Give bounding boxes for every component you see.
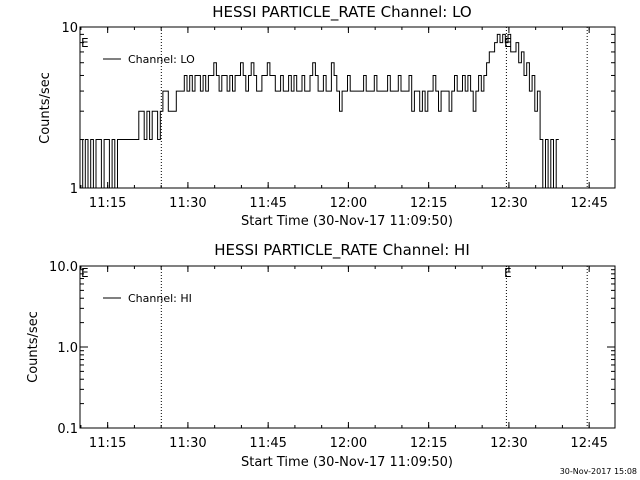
legend-label-lo: Channel: LO [128,53,195,66]
x-ticks-lo: 11:15 11:30 11:45 12:00 12:15 12:30 12:45 [80,27,608,211]
x-ticks-hi: 11:15 11:30 11:45 12:00 12:15 12:30 12:45 [80,266,608,451]
event-lines-lo [160,27,588,188]
x-tick-label-hi: 12:30 [490,436,527,451]
event-lines-hi [160,266,588,428]
e-marker-lo-1: E [81,36,89,50]
x-tick-label-hi: 12:45 [570,436,607,451]
x-axis-label-hi: Start Time (30-Nov-17 11:09:50) [241,455,453,470]
y-tick-label-hi: 10.0 [49,260,78,275]
y-tick-label-lo: 10 [61,21,78,36]
plot-frame-lo [79,26,616,189]
chart-title-hi: HESSI PARTICLE_RATE Channel: HI [214,241,470,260]
x-axis-label-lo: Start Time (30-Nov-17 11:09:50) [241,214,453,229]
x-tick-label-lo: 11:45 [249,196,286,211]
x-tick-label-lo: 12:45 [570,196,607,211]
panel-hi: HESSI PARTICLE_RATE Channel: HI Counts/s… [26,241,616,470]
series-group-lo [80,33,559,189]
y-axis-label-lo: Counts/sec [38,72,53,144]
y-tick-label-hi: 0.1 [57,422,78,437]
x-tick-label-lo: 12:30 [490,196,527,211]
series-line-lo [80,33,559,189]
y-ticks-hi: 0.1 1.0 10.0 [49,260,615,437]
y-tick-label-lo: 1 [70,182,78,197]
footer-timestamp: 30-Nov-2017 15:08 [560,467,637,476]
plot-frame-hi [79,265,616,429]
x-tick-label-hi: 11:15 [89,436,126,451]
x-tick-label-lo: 12:00 [330,196,367,211]
y-ticks-lo: 1 10 [61,21,615,197]
x-tick-label-lo: 11:30 [169,196,206,211]
x-tick-label-lo: 12:15 [410,196,447,211]
y-tick-label-hi: 1.0 [57,341,78,356]
x-tick-label-lo: 11:15 [89,196,126,211]
chart-title-lo: HESSI PARTICLE_RATE Channel: LO [212,3,471,22]
x-tick-label-hi: 11:45 [249,436,286,451]
y-axis-label-hi: Counts/sec [26,311,41,383]
e-marker-hi-1: E [81,266,89,280]
e-marker-hi-2: E [504,266,512,280]
x-tick-label-hi: 11:30 [169,436,206,451]
e-marker-lo-2: E [504,36,512,50]
panel-lo: HESSI PARTICLE_RATE Channel: LO Counts/s… [38,3,616,229]
x-tick-label-hi: 12:00 [330,436,367,451]
legend-label-hi: Channel: HI [128,292,192,305]
x-tick-label-hi: 12:15 [410,436,447,451]
